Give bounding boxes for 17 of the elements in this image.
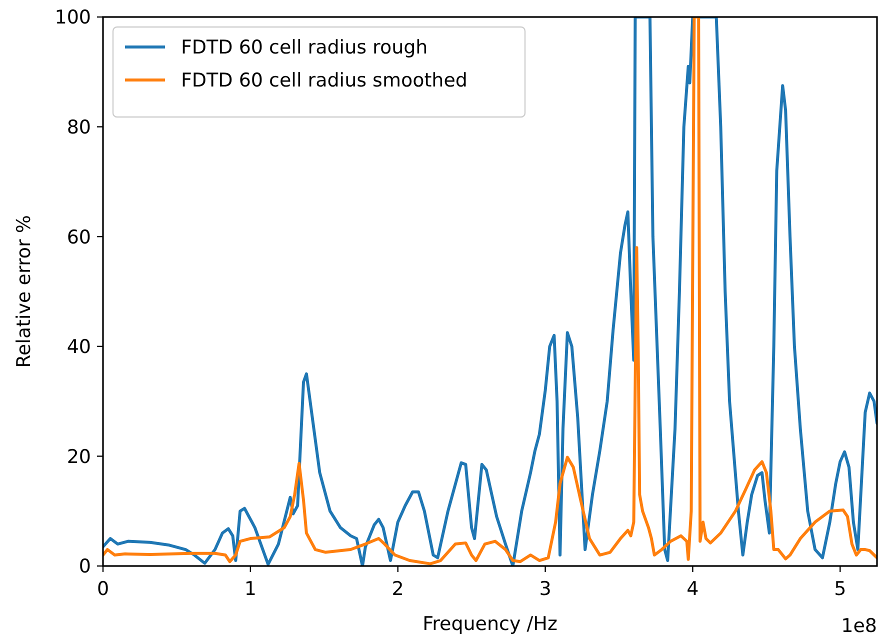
- y-tick-label: 40: [66, 336, 91, 358]
- x-axis-title: Frequency /Hz: [422, 613, 558, 635]
- x-tick-label: 0: [96, 578, 110, 600]
- legend-label: FDTD 60 cell radius smoothed: [181, 70, 468, 92]
- legend-label: FDTD 60 cell radius rough: [181, 36, 428, 59]
- x-tick-label: 3: [539, 578, 552, 600]
- text: 1e8: [841, 615, 877, 637]
- x-tick-label: 5: [834, 578, 846, 600]
- x-tick-label: 2: [392, 578, 404, 600]
- y-tick-label: 80: [66, 116, 91, 138]
- x-tick-label: 4: [686, 578, 699, 600]
- y-tick-label: 60: [66, 226, 91, 248]
- y-tick-label: 20: [66, 446, 91, 468]
- x-tick-label: 1: [244, 578, 256, 600]
- y-axis-title: Relative error %: [13, 215, 35, 368]
- y-tick-label: 100: [54, 6, 91, 29]
- y-tick-label: 0: [78, 556, 91, 578]
